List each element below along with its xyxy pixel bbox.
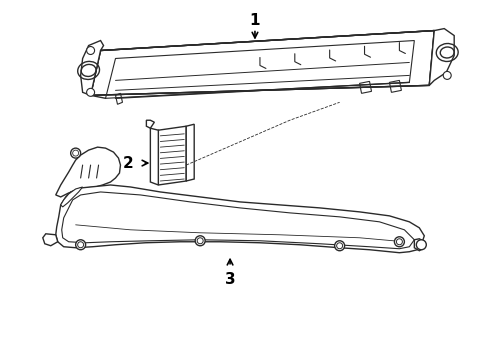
Polygon shape [91, 31, 434, 95]
Text: 1: 1 [250, 13, 260, 28]
Polygon shape [186, 124, 194, 181]
Polygon shape [415, 239, 424, 251]
Polygon shape [61, 187, 83, 207]
Polygon shape [56, 185, 424, 253]
Text: 2: 2 [123, 156, 134, 171]
Circle shape [71, 148, 81, 158]
Polygon shape [158, 126, 186, 185]
Circle shape [73, 150, 78, 156]
Circle shape [443, 71, 451, 80]
Circle shape [396, 239, 402, 245]
Polygon shape [81, 41, 103, 95]
Circle shape [337, 243, 343, 249]
Circle shape [394, 237, 404, 247]
Circle shape [77, 242, 84, 248]
Polygon shape [56, 147, 121, 197]
Polygon shape [429, 28, 454, 85]
Polygon shape [147, 120, 154, 128]
Polygon shape [150, 128, 158, 185]
Circle shape [75, 240, 86, 250]
Circle shape [87, 88, 95, 96]
Circle shape [195, 236, 205, 246]
Circle shape [87, 46, 95, 54]
Circle shape [416, 240, 426, 250]
Text: 3: 3 [225, 272, 235, 287]
Polygon shape [62, 192, 415, 249]
Circle shape [197, 238, 203, 244]
Circle shape [335, 241, 344, 251]
Polygon shape [43, 234, 58, 246]
